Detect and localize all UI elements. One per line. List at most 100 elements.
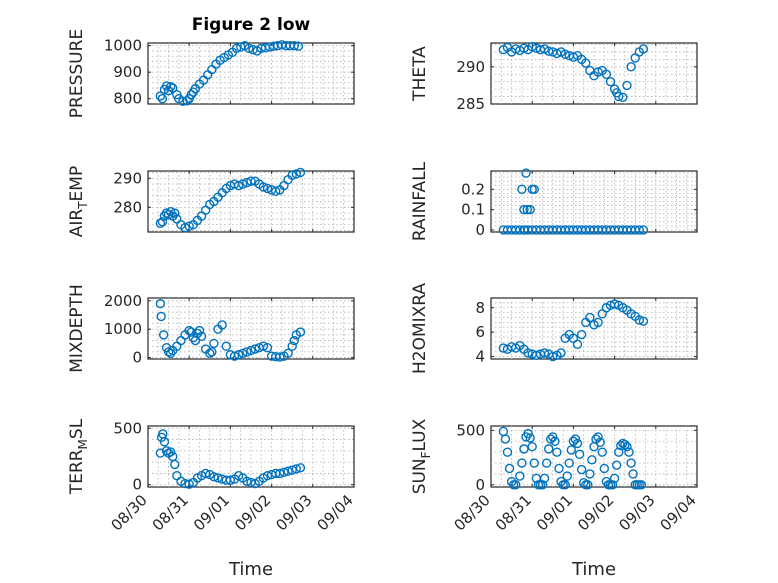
y-tick-label: 0 bbox=[132, 476, 142, 494]
x-tick-label: 09/04 bbox=[314, 491, 357, 534]
data-point bbox=[163, 347, 174, 357]
y-tick-label: 0 bbox=[132, 349, 142, 367]
data-point bbox=[622, 80, 632, 91]
data-point bbox=[576, 464, 587, 475]
data-point bbox=[161, 81, 172, 91]
y-label-main: PRESSURE bbox=[67, 29, 87, 118]
data-point bbox=[525, 204, 535, 215]
data-point bbox=[209, 338, 219, 349]
x-tick-label: 08/31 bbox=[492, 491, 535, 534]
data-point bbox=[626, 458, 636, 468]
data-point bbox=[165, 447, 176, 457]
data-point bbox=[244, 43, 254, 54]
data-point bbox=[634, 315, 645, 325]
data-point bbox=[531, 350, 542, 361]
data-point bbox=[184, 479, 194, 489]
data-point bbox=[543, 46, 554, 56]
y-axis-label: RAINFALL bbox=[410, 161, 430, 241]
data-point bbox=[519, 204, 529, 215]
x-tick-label: 09/03 bbox=[272, 491, 315, 534]
data-point bbox=[638, 225, 649, 235]
data-point bbox=[170, 459, 180, 470]
y-axis-label: THETA bbox=[410, 46, 430, 102]
y-tick-label: 2000 bbox=[104, 292, 142, 310]
data-point bbox=[271, 186, 281, 197]
data-point bbox=[597, 447, 607, 457]
data-point bbox=[601, 69, 612, 79]
data-point bbox=[614, 447, 624, 457]
subplot-6: 4 6 8 H2OMIXRA bbox=[410, 283, 698, 374]
x-axis-label-left: Time bbox=[228, 559, 273, 580]
data-point bbox=[184, 221, 194, 231]
y-label-subscript: T bbox=[76, 201, 90, 210]
data-point bbox=[502, 447, 513, 457]
data-point bbox=[155, 91, 166, 101]
data-point bbox=[624, 447, 634, 457]
data-point bbox=[283, 348, 293, 359]
subplot-3: 280 290 AIRTEMP bbox=[67, 166, 355, 237]
data-point bbox=[527, 42, 537, 52]
data-point bbox=[628, 469, 638, 479]
data-point bbox=[155, 218, 166, 228]
data-point bbox=[170, 208, 180, 218]
y-label-subscript: F bbox=[419, 451, 433, 458]
y-tick-label: 290 bbox=[456, 58, 485, 76]
y-label-rest: LUX bbox=[410, 418, 430, 451]
x-tick-label: 08/31 bbox=[149, 491, 192, 534]
data-point bbox=[156, 311, 166, 322]
data-point bbox=[200, 468, 211, 479]
subplot-5: 0 1000 2000 MIXDEPTH bbox=[67, 284, 355, 373]
data-point bbox=[238, 179, 248, 189]
x-tick-label: 09/02 bbox=[574, 491, 617, 534]
y-label-main: H2OMIXRA bbox=[410, 283, 430, 374]
x-tick-label: 08/30 bbox=[451, 491, 494, 534]
data-point bbox=[541, 458, 552, 468]
data-point bbox=[638, 316, 649, 326]
data-point bbox=[599, 463, 609, 474]
data-point bbox=[636, 480, 647, 490]
data-point bbox=[155, 298, 166, 309]
data-point bbox=[539, 473, 550, 483]
y-tick-label: 0.1 bbox=[461, 201, 485, 219]
data-point bbox=[529, 458, 539, 468]
data-point bbox=[574, 449, 585, 460]
data-point bbox=[157, 93, 168, 104]
data-point bbox=[500, 434, 511, 444]
y-tick-label: 800 bbox=[113, 90, 142, 108]
y-label-main: THETA bbox=[410, 46, 430, 102]
data-point bbox=[217, 320, 227, 330]
subplot-4: 0 0.1 0.2 RAINFALL bbox=[410, 161, 698, 241]
y-axis-label: H2OMIXRA bbox=[410, 283, 430, 374]
y-axis-label: PRESSURE bbox=[67, 29, 87, 118]
y-tick-label: 1000 bbox=[104, 320, 142, 338]
data-point bbox=[525, 433, 535, 443]
data-point bbox=[165, 82, 176, 92]
data-point bbox=[522, 204, 532, 215]
data-point bbox=[566, 445, 577, 455]
data-point bbox=[287, 170, 297, 181]
data-point bbox=[587, 455, 597, 465]
data-point bbox=[519, 444, 529, 454]
data-point bbox=[283, 466, 293, 476]
data-point bbox=[221, 341, 231, 351]
data-point bbox=[616, 440, 626, 451]
data-point bbox=[515, 471, 525, 481]
data-point bbox=[595, 437, 605, 448]
data-point bbox=[537, 480, 548, 490]
data-point bbox=[548, 432, 558, 442]
y-tick-label: 900 bbox=[113, 63, 142, 81]
data-point bbox=[168, 83, 178, 93]
y-tick-label: 500 bbox=[456, 421, 485, 439]
data-point bbox=[511, 480, 521, 490]
data-point bbox=[521, 168, 531, 178]
data-point bbox=[161, 446, 172, 456]
data-point bbox=[585, 312, 595, 323]
y-tick-label: 0.2 bbox=[461, 180, 485, 198]
y-tick-label: 0 bbox=[475, 221, 485, 239]
data-point bbox=[570, 434, 581, 444]
data-point bbox=[178, 96, 188, 107]
